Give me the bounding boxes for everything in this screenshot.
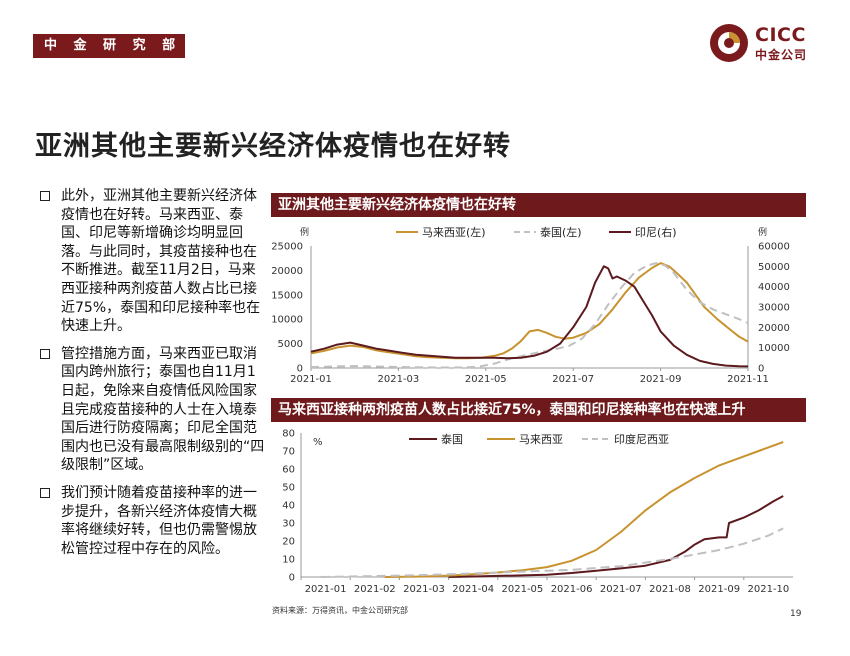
series-line-印度尼西亚 xyxy=(320,527,784,578)
bullet-square-icon xyxy=(40,348,50,359)
right-axis-unit: 例 xyxy=(758,226,767,238)
right-tick-label: 20000 xyxy=(758,323,790,334)
y-tick-label: 0 xyxy=(289,573,295,584)
x-tick-label: 2021-07 xyxy=(552,374,594,385)
left-tick-label: 15000 xyxy=(271,290,303,301)
left-tick-label: 20000 xyxy=(271,266,303,277)
bullet-text: 此外，亚洲其他主要新兴经济体疫情也在好转。马来西亚、泰国、印尼等新增确诊均明显回… xyxy=(61,188,261,335)
series-line-泰国 xyxy=(448,495,784,578)
x-tick-label: 2021-10 xyxy=(748,584,790,595)
logo-text-en: CICC xyxy=(755,24,806,46)
y-tick-label: 70 xyxy=(282,447,295,458)
x-tick-label: 2021-09 xyxy=(640,374,682,385)
x-tick-label: 2021-01 xyxy=(305,584,347,595)
bullet-square-icon xyxy=(40,191,50,201)
bullet-square-icon xyxy=(40,487,50,498)
left-tick-label: 25000 xyxy=(271,242,303,253)
y-tick-label: 10 xyxy=(282,555,295,566)
x-tick-label: 2021-11 xyxy=(727,374,769,385)
left-tick-label: 10000 xyxy=(271,315,303,326)
series-line-印尼右 xyxy=(310,265,749,368)
x-tick-label: 2021-05 xyxy=(465,374,507,385)
right-tick-label: 50000 xyxy=(758,262,790,273)
cicc-logo-icon xyxy=(710,24,748,62)
x-tick-label: 2021-04 xyxy=(452,584,494,595)
y-tick-label: 60 xyxy=(282,465,295,476)
brand-tag: 中 金 研 究 部 xyxy=(33,34,185,58)
y-tick-label: 50 xyxy=(282,483,295,494)
logo-text-cn: 中金公司 xyxy=(755,48,808,62)
legend-label: 马来西亚 xyxy=(519,433,563,446)
x-tick-label: 2021-05 xyxy=(502,584,544,595)
bullet-item: 我们预计随着疫苗接种率的进一步提升，各新兴经济体疫情大概率将继续好转，但也仍需警… xyxy=(38,484,266,558)
y-tick-label: 40 xyxy=(282,501,295,512)
source-note: 资料来源：万得资讯，中金公司研究部 xyxy=(272,606,408,615)
right-tick-label: 30000 xyxy=(758,303,790,314)
chart2-vaccination: % 80 70 60 50 40 30 20 10 0 2021-01 2021-02 2021-03 2… xyxy=(282,429,793,595)
y-tick-label: 20 xyxy=(282,537,295,548)
legend-label: 泰国(左) xyxy=(540,225,582,239)
series-line-泰国左 xyxy=(310,262,749,369)
chart2-title: 马来西亚接种两剂疫苗人数占比接近75%，泰国和印尼接种率也在快速上升 xyxy=(271,398,806,422)
y-tick-label: 30 xyxy=(282,519,295,530)
x-tick-label: 2021-06 xyxy=(551,584,593,595)
x-tick-label: 2021-07 xyxy=(600,584,642,595)
right-tick-label: 10000 xyxy=(758,343,790,354)
chart1-cases: 例例25000200001500010000500006000050000400… xyxy=(271,225,790,385)
legend-label: 印尼(右) xyxy=(635,225,677,239)
bullet-item: 管控措施方面，马来西亚已取消国内跨州旅行；泰国也自11月1日起，免除来自疫情低风… xyxy=(38,345,266,475)
right-tick-label: 0 xyxy=(758,364,764,375)
left-axis-unit: 例 xyxy=(300,226,309,238)
left-tick-label: 5000 xyxy=(278,339,303,350)
bullet-text: 我们预计随着疫苗接种率的进一步提升，各新兴经济体疫情大概率将继续好转，但也仍需警… xyxy=(61,484,257,557)
page-title: 亚洲其他主要新兴经济体疫情也在好转 xyxy=(35,131,511,162)
chart1-title: 亚洲其他主要新兴经济体疫情也在好转 xyxy=(271,193,806,217)
bullet-item: 此外，亚洲其他主要新兴经济体疫情也在好转。马来西亚、泰国、印尼等新增确诊均明显回… xyxy=(38,187,266,336)
series-line-马来西亚左 xyxy=(310,262,749,360)
bullet-text: 管控措施方面，马来西亚已取消国内跨州旅行；泰国也自11月1日起，免除来自疫情低风… xyxy=(61,345,265,474)
series-line-马来西亚 xyxy=(384,441,784,578)
x-tick-label: 2021-02 xyxy=(354,584,396,595)
page-number: 19 xyxy=(790,609,802,619)
legend-label: 马来西亚(左) xyxy=(422,226,486,239)
bullet-list: 此外，亚洲其他主要新兴经济体疫情也在好转。马来西亚、泰国、印尼等新增确诊均明显回… xyxy=(38,187,266,567)
legend-label: 泰国 xyxy=(441,432,463,446)
x-tick-label: 2021-09 xyxy=(698,584,740,595)
y-tick-label: 80 xyxy=(282,429,295,440)
x-tick-label: 2021-03 xyxy=(403,584,445,595)
left-tick-label: 0 xyxy=(297,364,303,375)
right-tick-label: 40000 xyxy=(758,282,790,293)
legend-label: 印度尼西亚 xyxy=(614,432,669,446)
y-axis-unit: % xyxy=(313,437,323,448)
right-tick-label: 60000 xyxy=(758,242,790,253)
cicc-logo: CICC 中金公司 xyxy=(708,22,823,64)
x-tick-label: 2021-03 xyxy=(378,374,420,385)
x-tick-label: 2021-08 xyxy=(649,584,691,595)
x-tick-label: 2021-01 xyxy=(290,374,332,385)
